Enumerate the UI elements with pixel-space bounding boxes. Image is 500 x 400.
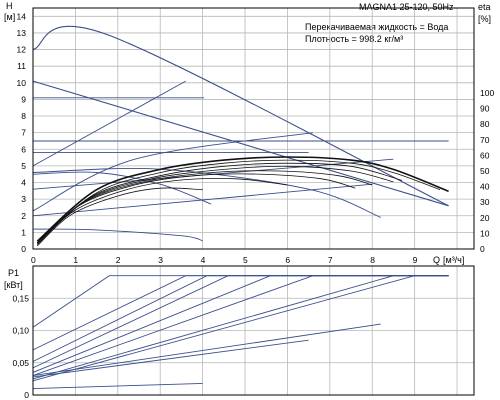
x-tick-label: 7 bbox=[328, 255, 333, 265]
y-axis-unit-head: [м] bbox=[4, 12, 15, 22]
x-axis-unit: [м³/ч] bbox=[443, 255, 464, 265]
x-tick-label: 5 bbox=[243, 255, 248, 265]
y-tick-label-eta: 90 bbox=[480, 104, 490, 114]
y-tick-label-head: 1 bbox=[21, 227, 26, 237]
y-tick-label-power: 0 bbox=[24, 390, 29, 400]
y-tick-label-head: 2 bbox=[21, 211, 26, 221]
y-axis-unit-eta: [%] bbox=[478, 14, 491, 24]
power-curves bbox=[32, 275, 449, 390]
x-axis-label: Q bbox=[433, 255, 440, 265]
head-curve bbox=[32, 228, 203, 242]
x-tick-label: 9 bbox=[413, 255, 418, 265]
y-tick-label-head: 0 bbox=[21, 244, 26, 254]
y-tick-label-eta: 50 bbox=[480, 166, 490, 176]
y-tick-label-power: 0,15 bbox=[12, 293, 29, 303]
y-tick-label-head: 11 bbox=[17, 61, 26, 71]
efficiency-curve bbox=[36, 159, 441, 244]
head-grid bbox=[33, 8, 474, 249]
power-curve bbox=[32, 275, 449, 382]
y-tick-label-eta: 10 bbox=[480, 228, 490, 238]
panel-frames bbox=[32, 7, 475, 396]
x-tick-label: 3 bbox=[158, 255, 163, 265]
chart-title: MAGNA1 25-120, 50Hz bbox=[359, 2, 454, 12]
y-axis-label-power: P1 bbox=[8, 268, 19, 278]
y-tick-label-head: 10 bbox=[17, 78, 27, 88]
efficiency-curve bbox=[36, 162, 403, 244]
x-tick-label: 0 bbox=[31, 255, 36, 265]
tick-labels: 0 1 2 3 4 5 6 7 8 9012345678910111213140102030405… bbox=[12, 11, 494, 400]
head-curve bbox=[32, 168, 381, 218]
x-tick-label: 2 bbox=[116, 255, 121, 265]
x-tick-label: 8 bbox=[370, 255, 375, 265]
efficiency-curve bbox=[36, 165, 394, 244]
y-tick-label-head: 3 bbox=[21, 194, 26, 204]
y-axis-unit-power: [кВт] bbox=[4, 280, 23, 290]
y-tick-label-head: 14 bbox=[17, 11, 27, 21]
y-tick-label-power: 0,10 bbox=[12, 326, 29, 336]
efficiency-curves bbox=[36, 156, 449, 247]
power-curve bbox=[32, 275, 449, 373]
power-curve bbox=[32, 323, 381, 377]
y-axis-label-eta: eta bbox=[478, 2, 491, 12]
y-tick-label-eta: 60 bbox=[480, 150, 490, 160]
y-tick-label-power: 0,05 bbox=[12, 358, 29, 368]
power-curve bbox=[32, 339, 309, 378]
x-tick-label: 4 bbox=[201, 255, 206, 265]
y-tick-label-head: 13 bbox=[17, 28, 27, 38]
y-tick-label-head: 7 bbox=[21, 128, 26, 138]
y-tick-label-eta: 20 bbox=[480, 213, 490, 223]
efficiency-curve bbox=[36, 178, 288, 245]
head-panel-frame bbox=[32, 7, 475, 250]
head-curve bbox=[32, 183, 373, 217]
y-tick-label-eta: 70 bbox=[480, 135, 490, 145]
efficiency-curve bbox=[36, 173, 356, 245]
y-tick-label-head: 8 bbox=[21, 111, 26, 121]
fluid-note: Перекачиваемая жидкость = Вода bbox=[305, 22, 448, 32]
head-curve bbox=[32, 25, 449, 207]
head-curve bbox=[32, 80, 449, 207]
x-tick-label: 1 bbox=[73, 255, 78, 265]
head-curves bbox=[32, 25, 449, 242]
y-tick-label-head: 5 bbox=[21, 161, 26, 171]
y-tick-label-head: 12 bbox=[17, 45, 27, 55]
power-curve bbox=[32, 382, 203, 390]
power-curve bbox=[32, 275, 449, 362]
control-curve bbox=[32, 132, 313, 212]
x-tick-label: 6 bbox=[285, 255, 290, 265]
power-curve bbox=[32, 275, 449, 369]
efficiency-curve bbox=[36, 187, 203, 247]
y-tick-label-head: 6 bbox=[21, 144, 26, 154]
y-tick-label-eta: 40 bbox=[480, 182, 490, 192]
power-grid bbox=[33, 266, 474, 395]
efficiency-curve bbox=[36, 156, 449, 242]
power-panel-frame bbox=[32, 265, 475, 396]
y-tick-label-eta: 0 bbox=[480, 244, 485, 254]
density-note: Плотность = 998.2 кг/м³ bbox=[305, 34, 403, 44]
y-tick-label-head: 4 bbox=[21, 178, 26, 188]
y-tick-label-eta: 100 bbox=[480, 88, 494, 98]
y-tick-label-head: 9 bbox=[21, 94, 26, 104]
y-axis-label-head: H bbox=[6, 1, 13, 11]
y-tick-label-eta: 80 bbox=[480, 119, 490, 129]
y-tick-label-eta: 30 bbox=[480, 197, 490, 207]
control-curve bbox=[32, 80, 186, 167]
efficiency-curve bbox=[36, 170, 373, 245]
